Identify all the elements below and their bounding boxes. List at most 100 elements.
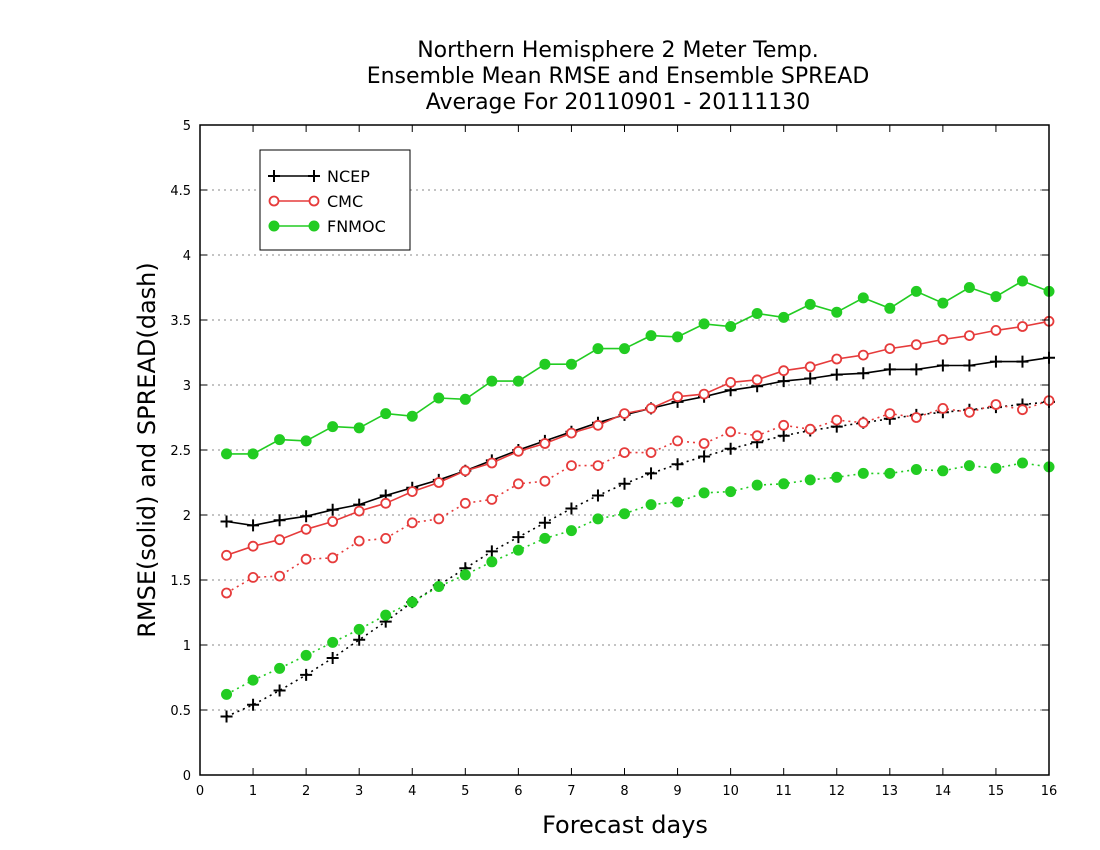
ncep-spread-point: [724, 442, 737, 455]
x-tick-label: 5: [461, 784, 469, 799]
fnmoc-spread-series: [221, 457, 1055, 700]
x-tick-label: 4: [408, 784, 416, 799]
cmc-rmse-point: [725, 376, 737, 388]
cmc-spread-point: [512, 478, 524, 490]
fnmoc-rmse-point: [539, 358, 551, 370]
fnmoc-rmse-point: [221, 448, 233, 460]
cmc-spread-point: [725, 426, 737, 438]
fnmoc-rmse-point: [565, 358, 577, 370]
fnmoc-spread-point: [751, 479, 763, 491]
fnmoc-rmse-point: [327, 421, 339, 433]
ncep-rmse-point: [804, 372, 817, 385]
x-tick-label: 7: [567, 784, 575, 799]
y-axis-ticks: 0 0.5 1 1.5 2 2.5 3 3.5 4 4.5 5: [170, 119, 1049, 784]
cmc-rmse-point: [857, 349, 869, 361]
ncep-spread-point: [353, 633, 366, 646]
legend-marker: [268, 170, 280, 182]
cmc-rmse-point: [672, 391, 683, 403]
cmc-rmse-point: [221, 549, 232, 561]
y-tick-label: 4: [183, 249, 191, 264]
x-tick-label: 15: [988, 784, 1005, 799]
fnmoc-spread-point: [831, 471, 843, 483]
cmc-spread-point: [964, 406, 975, 418]
cmc-spread-point: [884, 408, 896, 420]
fnmoc-rmse-point: [1016, 275, 1028, 287]
ncep-rmse-point: [963, 359, 976, 372]
cmc-spread-point: [300, 553, 312, 565]
fnmoc-rmse-point: [963, 282, 975, 293]
fnmoc-rmse-point: [804, 298, 816, 310]
fnmoc-rmse-point: [512, 375, 524, 387]
y-tick-label: 1: [183, 639, 191, 654]
cmc-rmse-point: [512, 445, 524, 457]
ncep-rmse-point: [830, 368, 843, 381]
x-tick-label: 9: [673, 784, 681, 799]
x-tick-label: 3: [355, 784, 363, 799]
fnmoc-rmse-point: [884, 302, 896, 314]
fnmoc-spread-point: [778, 478, 790, 490]
fnmoc-spread-point: [406, 596, 418, 608]
cmc-spread-point: [672, 435, 683, 447]
cmc-rmse-point: [353, 505, 365, 517]
cmc-rmse-point: [964, 330, 975, 342]
ncep-rmse-series: [220, 351, 1055, 532]
y-tick-label: 4.5: [170, 184, 191, 199]
cmc-rmse-point: [300, 523, 312, 535]
legend-label: FNMOC: [327, 217, 386, 236]
y-tick-label: 5: [183, 119, 191, 134]
x-tick-label: 8: [620, 784, 628, 799]
fnmoc-spread-point: [592, 513, 604, 525]
x-tick-label: 11: [775, 784, 792, 799]
cmc-rmse-point: [831, 353, 843, 365]
cmc-spread-point: [1017, 404, 1028, 416]
y-axis-label: RMSE(solid) and SPREAD(dash): [133, 262, 161, 638]
ncep-rmse-point: [220, 515, 233, 528]
ncep-rmse-point: [777, 375, 790, 388]
legend-item-fnmoc: FNMOC: [268, 217, 386, 236]
fnmoc-spread-point: [459, 569, 471, 581]
fnmoc-spread-point: [857, 467, 869, 479]
x-tick-label: 0: [196, 784, 204, 799]
y-tick-label: 2: [183, 509, 191, 524]
cmc-rmse-point: [566, 427, 577, 439]
series-layer: [220, 275, 1055, 723]
cmc-spread-point: [486, 493, 498, 505]
legend-marker: [308, 195, 320, 207]
legend-marker: [268, 220, 280, 232]
ncep-rmse-point: [247, 519, 260, 532]
x-tick-label: 13: [882, 784, 899, 799]
x-axis-ticks: 0 1 2 3 4 5 6 7 8 9 10 11 12 13 14 15 16: [196, 125, 1057, 799]
fnmoc-rmse-point: [353, 422, 365, 434]
cmc-spread-point: [539, 475, 551, 487]
legend-item-ncep: NCEP: [268, 167, 370, 186]
cmc-spread-point: [274, 570, 285, 582]
ncep-rmse-point: [326, 503, 339, 516]
ncep-spread-point: [220, 710, 233, 723]
ncep-rmse-point: [273, 514, 286, 527]
x-tick-label: 1: [249, 784, 257, 799]
fnmoc-rmse-point: [619, 343, 630, 355]
legend-label: CMC: [327, 192, 363, 211]
fnmoc-spread-point: [486, 556, 498, 568]
legend-marker: [308, 170, 320, 182]
cmc-spread-point: [592, 460, 604, 472]
ncep-rmse-point: [910, 363, 923, 376]
cmc-spread-point: [804, 423, 816, 435]
cmc-spread-point: [566, 460, 577, 472]
chart-title: Northern Hemisphere 2 Meter Temp. Ensemb…: [367, 38, 870, 115]
y-tick-label: 0.5: [170, 704, 191, 719]
cmc-rmse-point: [592, 419, 604, 431]
y-tick-label: 0: [183, 769, 191, 784]
cmc-spread-point: [221, 587, 232, 599]
cmc-rmse-point: [406, 486, 418, 498]
cmc-rmse-point: [486, 457, 498, 469]
ncep-spread-point: [512, 531, 525, 544]
x-tick-label: 14: [935, 784, 952, 799]
cmc-rmse-point: [937, 334, 949, 345]
cmc-rmse-point: [910, 339, 922, 351]
ncep-rmse-point: [989, 355, 1002, 368]
cmc-rmse-point: [619, 408, 630, 420]
cmc-rmse-series: [221, 315, 1055, 561]
